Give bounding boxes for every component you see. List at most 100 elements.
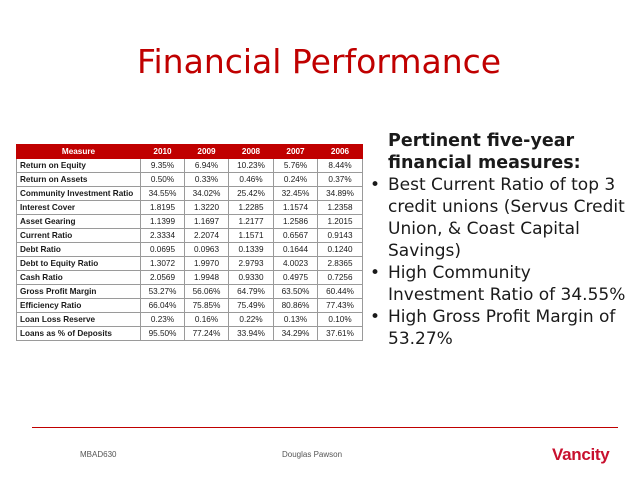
footer-course: MBAD630 [80,450,117,459]
value-cell: 95.50% [140,326,185,341]
value-cell: 37.61% [317,326,363,341]
footer-divider [32,427,618,428]
header-2010: 2010 [140,144,185,159]
value-cell: 0.1644 [273,242,318,257]
value-cell: 33.94% [228,326,274,341]
measure-cell: Current Ratio [16,228,141,243]
measure-cell: Return on Equity [16,158,141,173]
value-cell: 1.1399 [140,214,185,229]
value-cell: 2.8365 [317,256,363,271]
value-cell: 0.16% [184,312,229,327]
value-cell: 2.3334 [140,228,185,243]
bullets-heading: Pertinent five-year financial measures: [388,131,581,173]
value-cell: 75.49% [228,298,274,313]
measure-cell: Cash Ratio [16,270,141,285]
measure-cell: Loan Loss Reserve [16,312,141,327]
table-row: Loans as % of Deposits 95.50% 77.24% 33.… [16,326,363,341]
value-cell: 10.23% [228,158,274,173]
measure-cell: Efficiency Ratio [16,298,141,313]
value-cell: 1.2586 [273,214,318,229]
table-row: Debt Ratio 0.0695 0.0963 0.1339 0.1644 0… [16,242,363,257]
measure-cell: Return on Assets [16,172,141,187]
value-cell: 34.89% [317,186,363,201]
value-cell: 0.0695 [140,242,185,257]
bullet-text: Best Current Ratio of top 3 credit union… [388,175,625,261]
value-cell: 0.50% [140,172,185,187]
table-row: Current Ratio 2.3334 2.2074 1.1571 0.656… [16,228,363,243]
value-cell: 1.2358 [317,200,363,215]
value-cell: 56.06% [184,284,229,299]
table-row: Debt to Equity Ratio 1.3072 1.9970 2.979… [16,256,363,271]
table-row: Community Investment Ratio 34.55% 34.02%… [16,186,363,201]
value-cell: 0.9330 [228,270,274,285]
bullet-marker: • [370,263,381,283]
value-cell: 0.1240 [317,242,363,257]
measure-cell: Asset Gearing [16,214,141,229]
value-cell: 25.42% [228,186,274,201]
value-cell: 0.4975 [273,270,318,285]
value-cell: 0.33% [184,172,229,187]
table-row: Interest Cover 1.8195 1.3220 1.2285 1.15… [16,200,363,215]
value-cell: 9.35% [140,158,185,173]
table-row: Efficiency Ratio 66.04% 75.85% 75.49% 80… [16,298,363,313]
value-cell: 0.23% [140,312,185,327]
value-cell: 34.29% [273,326,318,341]
value-cell: 2.9793 [228,256,274,271]
bullet-list: Pertinent five-year financial measures: … [370,130,632,350]
bullet-text: High Community Investment Ratio of 34.55… [388,263,626,305]
header-2006: 2006 [317,144,363,159]
value-cell: 32.45% [273,186,318,201]
measure-cell: Gross Profit Margin [16,284,141,299]
value-cell: 0.9143 [317,228,363,243]
financial-measures-table: Measure 2010 2009 2008 2007 2006 Return … [16,144,363,341]
table-row: Loan Loss Reserve 0.23% 0.16% 0.22% 0.13… [16,312,363,327]
value-cell: 2.2074 [184,228,229,243]
table-row: Return on Equity 9.35% 6.94% 10.23% 5.76… [16,158,363,173]
header-2007: 2007 [273,144,318,159]
vancity-logo: Vancity [552,445,610,464]
header-2008: 2008 [228,144,274,159]
value-cell: 63.50% [273,284,318,299]
value-cell: 1.9970 [184,256,229,271]
financial-table-container: Measure 2010 2009 2008 2007 2006 Return … [16,144,363,341]
bullet-marker: • [370,307,381,327]
value-cell: 0.1339 [228,242,274,257]
value-cell: 1.1697 [184,214,229,229]
value-cell: 8.44% [317,158,363,173]
value-cell: 66.04% [140,298,185,313]
bullet-text: High Gross Profit Margin of 53.27% [388,307,616,349]
value-cell: 60.44% [317,284,363,299]
table-header-row: Measure 2010 2009 2008 2007 2006 [16,144,363,159]
value-cell: 53.27% [140,284,185,299]
value-cell: 1.3072 [140,256,185,271]
value-cell: 1.1574 [273,200,318,215]
value-cell: 1.2015 [317,214,363,229]
value-cell: 1.8195 [140,200,185,215]
value-cell: 0.24% [273,172,318,187]
value-cell: 80.86% [273,298,318,313]
bullet-item: • High Community Investment Ratio of 34.… [370,262,632,306]
value-cell: 1.3220 [184,200,229,215]
table-row: Cash Ratio 2.0569 1.9948 0.9330 0.4975 0… [16,270,363,285]
table-row: Gross Profit Margin 53.27% 56.06% 64.79%… [16,284,363,299]
value-cell: 77.43% [317,298,363,313]
header-measure: Measure [16,144,141,159]
value-cell: 1.2177 [228,214,274,229]
measure-cell: Debt Ratio [16,242,141,257]
value-cell: 0.10% [317,312,363,327]
value-cell: 75.85% [184,298,229,313]
value-cell: 1.9948 [184,270,229,285]
value-cell: 4.0023 [273,256,318,271]
bullet-marker: • [370,175,381,195]
slide-title: Financial Performance [136,42,502,81]
value-cell: 34.02% [184,186,229,201]
measure-cell: Interest Cover [16,200,141,215]
value-cell: 64.79% [228,284,274,299]
value-cell: 2.0569 [140,270,185,285]
header-2009: 2009 [184,144,229,159]
value-cell: 5.76% [273,158,318,173]
value-cell: 0.37% [317,172,363,187]
value-cell: 1.2285 [228,200,274,215]
value-cell: 77.24% [184,326,229,341]
